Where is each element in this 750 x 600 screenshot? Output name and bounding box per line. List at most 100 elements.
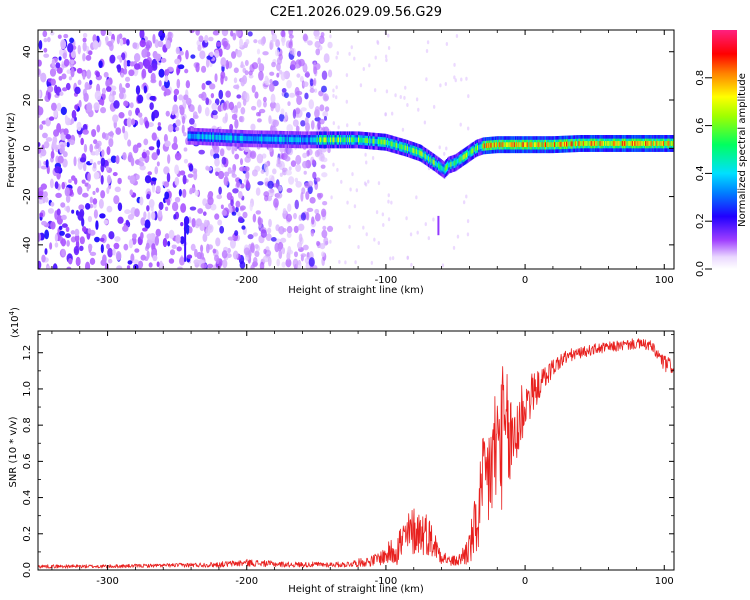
spectrogram-ylabel: Frequency (Hz) [6, 112, 17, 188]
spectrogram-cell [194, 248, 198, 258]
spectrogram-cell [119, 56, 123, 63]
spectrogram-cell [259, 261, 265, 269]
spectrogram-cell [282, 137, 284, 142]
spectrogram-cell [268, 82, 275, 92]
spectrogram-cell [55, 192, 62, 198]
spectrogram-cell [631, 141, 634, 146]
spectrogram-cell [65, 226, 70, 232]
spectrogram-cell [84, 81, 90, 91]
spectrogram-cell [464, 153, 467, 159]
spectrogram-cell [284, 146, 290, 157]
spectrogram-cell [113, 242, 120, 250]
spectrogram-cell [174, 196, 181, 203]
spectrogram-cell [152, 33, 156, 44]
spectrogram-cell [103, 219, 109, 225]
spectrogram-cell [573, 141, 576, 147]
spectrogram-cell [319, 38, 325, 43]
spectrogram-cell [640, 141, 643, 146]
x-tick-label: 0 [522, 275, 528, 286]
spectrogram-cell [208, 83, 216, 90]
spectrogram-cell [396, 143, 399, 149]
spectrogram-cell [445, 42, 449, 47]
spectrogram-cell [661, 141, 664, 146]
x-tick-label: -200 [235, 275, 258, 286]
spectrogram-cell [403, 145, 406, 150]
spectrogram-cell [394, 142, 397, 148]
spectrogram-cell [618, 141, 621, 146]
spectrogram-cell [224, 76, 228, 82]
spectrogram-cell [432, 104, 436, 109]
spectrogram-cell [122, 152, 127, 161]
spectrogram-cell [286, 137, 289, 142]
spectrogram-cell [277, 136, 280, 142]
spectrogram-cell [321, 251, 325, 257]
spectrogram-cell [67, 42, 74, 53]
spectrogram-cell [271, 33, 277, 42]
spectrogram-cell [82, 226, 87, 233]
spectrogram-cell [531, 142, 534, 148]
spectrogram-cell [375, 210, 379, 215]
spectrogram-cell [475, 145, 478, 151]
spectrogram-cell [202, 233, 208, 243]
spectrogram-cell [294, 199, 299, 210]
spectrogram-cell [123, 243, 129, 251]
spectrogram-cell [315, 137, 318, 143]
spectrogram-cell [236, 101, 242, 109]
spectrogram-cell [125, 82, 131, 89]
spectrogram-cell [231, 135, 233, 141]
spectrogram-cell [81, 217, 85, 227]
spectrogram-cell [196, 251, 203, 260]
spectrogram-cell [115, 127, 122, 135]
spectrogram-cell [60, 202, 66, 208]
spectrogram-cell [220, 204, 224, 210]
spectrogram-cell [50, 31, 55, 36]
spectrogram-cell [250, 123, 256, 131]
spectrogram-cell [292, 137, 294, 143]
spectrogram-cell [81, 179, 86, 184]
spectrogram-cell [273, 198, 279, 208]
spectrogram-cell [499, 142, 501, 148]
spectrogram-cell [313, 88, 318, 93]
spectrogram-cell [76, 121, 82, 132]
spectrogram-cell [89, 143, 94, 153]
spectrogram-cell [579, 141, 582, 146]
spectrogram-cell [269, 39, 274, 50]
spectrogram-cell [177, 266, 183, 269]
spectrogram-cell [206, 263, 214, 269]
spectrogram-cell [498, 142, 500, 148]
colorbar-tick-label: 0.0 [695, 261, 706, 277]
spectrogram-cell [195, 134, 197, 139]
spectrogram-cell [248, 74, 254, 79]
spectrogram-cell [94, 149, 100, 156]
spectrogram-cell [255, 210, 262, 215]
spectrogram-cell [384, 54, 388, 59]
spectrogram-cell [313, 30, 320, 37]
spectrogram-cell [340, 179, 343, 184]
spectrogram-cell [423, 120, 427, 125]
spectrogram-cell [345, 73, 349, 78]
spectrogram-cell [179, 106, 185, 116]
spectrogram-cell [38, 147, 42, 154]
spectrogram-cell [319, 104, 325, 112]
spectrogram-cell [168, 258, 175, 264]
spectrogram-cell [244, 59, 249, 66]
spectrogram-cell [66, 266, 72, 269]
spectrogram-cell [217, 170, 225, 180]
spectrogram-cell [336, 167, 339, 172]
spectrogram-cell [264, 136, 267, 142]
spectrogram-cell [453, 62, 456, 67]
spectrogram-cell [417, 107, 420, 112]
spectrogram-cell [84, 203, 91, 210]
spectrogram-cell [398, 143, 400, 149]
spectrogram-cell [597, 141, 599, 146]
spectrogram-cell [239, 38, 244, 48]
spectrogram-cell [242, 98, 247, 106]
spectrogram-cell [206, 166, 213, 171]
spectrogram-cell [395, 142, 398, 148]
spectrogram-cell [271, 136, 273, 142]
spectrogram-cell [191, 217, 196, 228]
spectrogram-cell [324, 137, 327, 143]
spectrogram-cell [609, 141, 612, 146]
spectrogram-cell [176, 246, 182, 252]
spectrogram-cell [68, 179, 72, 184]
